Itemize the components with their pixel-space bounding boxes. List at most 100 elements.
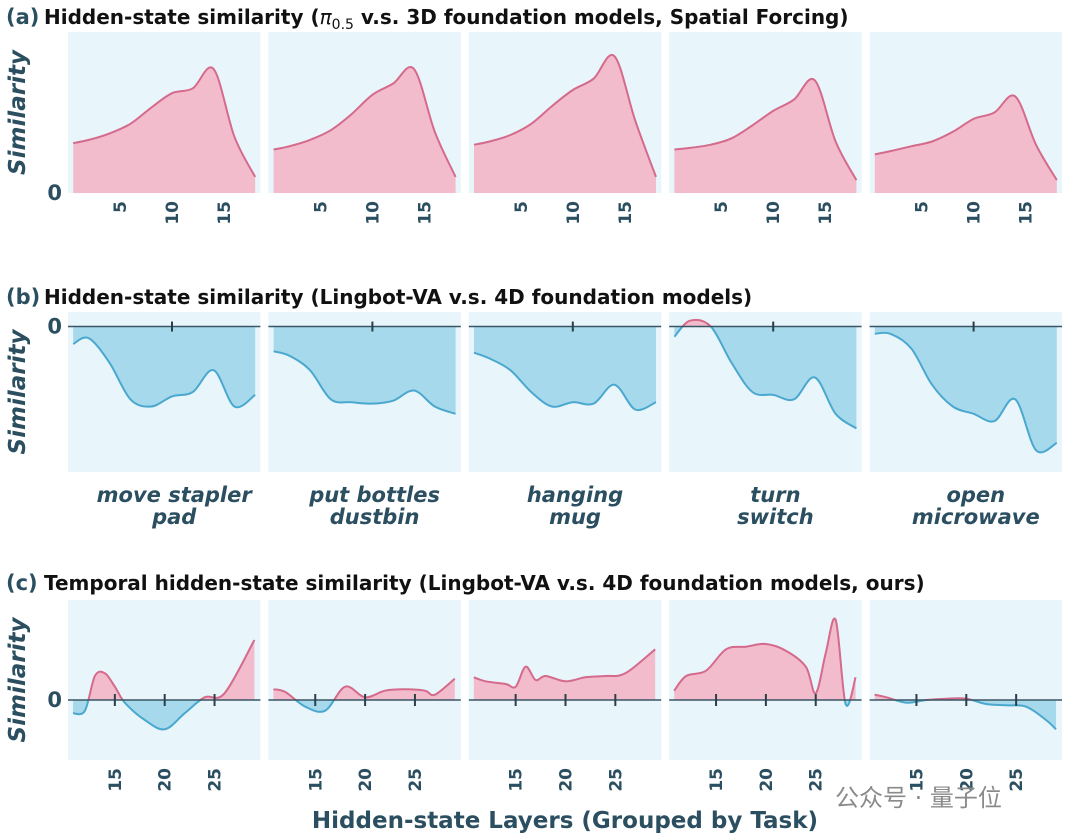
x-tick-label: 10 [965, 201, 985, 225]
task-label-line: hanging [527, 483, 623, 507]
series-line-negative [273, 350, 456, 415]
task-label-line: switch [737, 505, 814, 529]
x-tick-label: 10 [764, 201, 784, 225]
negative-area [73, 326, 256, 408]
subplot-3 [468, 312, 662, 472]
y-tick-label: 0 [47, 688, 62, 712]
series-line-positive [674, 77, 858, 181]
x-tick-label: 15 [616, 201, 636, 225]
subplot-1: 5 10 15 [68, 32, 261, 225]
negative-area [874, 326, 1057, 453]
subplot-background [869, 600, 1062, 760]
task-label-line: mug [549, 505, 601, 529]
x-tick-label: 15 [415, 201, 435, 225]
panel-label: (a) [6, 5, 39, 29]
x-tick-label: 15 [507, 768, 527, 792]
watermark: 公众号 · 量子位 [835, 784, 1002, 812]
positive-area [874, 95, 1057, 193]
positive-area [674, 78, 857, 193]
y-tick-label: 0 [47, 181, 62, 205]
x-tick-label: 5 [913, 201, 933, 213]
x-tick-label: 25 [1007, 768, 1027, 792]
task-label-line: turn [750, 483, 800, 507]
panel-label: (c) [6, 571, 38, 595]
panel-title: Hidden-state similarity (Lingbot-VA v.s.… [44, 285, 752, 309]
subplot-1: 15 20 25 [68, 600, 261, 792]
positive-area [273, 678, 455, 700]
panel-title: Hidden-state similarity (π0.5 v.s. 3D fo… [44, 5, 849, 33]
series-line-positive [273, 66, 457, 178]
x-tick-label: 20 [556, 768, 576, 792]
series-line-negative [294, 700, 336, 713]
negative-area [674, 326, 857, 429]
subplot-5: 15 20 25 [869, 600, 1062, 792]
x-tick-label: 25 [807, 768, 827, 792]
task-label-line: open [946, 483, 1005, 507]
positive-area [473, 649, 656, 700]
x-axis-label: Hidden-state Layers (Grouped by Task) [312, 808, 818, 834]
negative-area [474, 326, 656, 411]
series-line-positive [473, 53, 657, 178]
subplot-4: 15 20 25 [669, 600, 862, 792]
task-label-line: microwave [912, 505, 1040, 529]
y-axis-label: Similarity [5, 49, 31, 175]
panel-c: (c) Temporal hidden-state similarity (Lin… [5, 571, 1062, 792]
task-label-line: dustbin [330, 505, 420, 529]
series-line-positive [73, 66, 257, 178]
x-tick-label: 25 [606, 768, 626, 792]
series-line-negative [473, 351, 657, 412]
series-line-positive [673, 617, 857, 700]
x-tick-label: 10 [564, 201, 584, 225]
subplot-2 [268, 312, 461, 472]
task-label-line: put bottles [308, 483, 440, 507]
x-tick-label: 15 [306, 768, 326, 792]
series-line-negative [72, 700, 203, 731]
x-tick-label: 25 [406, 768, 426, 792]
subplot-background [268, 600, 461, 760]
x-tick-label: 15 [1017, 201, 1037, 225]
subplot-4 [669, 312, 862, 472]
subplot-3: 5 10 15 [468, 32, 662, 225]
subplot-2: 5 10 15 [268, 32, 461, 225]
negative-area [273, 326, 456, 414]
x-tick-label: 5 [512, 201, 532, 213]
y-tick-label: 0 [47, 315, 62, 339]
y-axis-label: Similarity [5, 329, 31, 455]
negative-area [273, 700, 455, 712]
x-tick-label: 20 [757, 768, 777, 792]
positive-area [73, 640, 255, 700]
x-tick-label: 20 [156, 768, 176, 792]
series-line-positive [87, 639, 256, 700]
series-line-negative [673, 326, 857, 430]
subplot-3: 15 20 25 [468, 600, 662, 792]
x-tick-label: 15 [106, 768, 126, 792]
subplot-1 [68, 312, 261, 472]
panel-label: (b) [6, 285, 40, 309]
task-label-line: pad [151, 505, 197, 529]
x-tick-label: 20 [957, 768, 977, 792]
x-tick-label: 5 [111, 201, 131, 213]
negative-area [874, 700, 1056, 730]
series-line-negative [72, 336, 256, 409]
x-tick-label: 10 [163, 201, 183, 225]
x-tick-label: 15 [907, 768, 927, 792]
series-line-positive [874, 94, 1058, 181]
negative-area [73, 700, 255, 730]
subplot-2: 15 20 25 [268, 600, 461, 792]
y-axis-label: Similarity [5, 617, 31, 743]
series-line-negative [874, 331, 1058, 454]
subplot-5 [869, 312, 1062, 472]
x-tick-label: 5 [311, 201, 331, 213]
subplot-5: 5 10 15 [869, 32, 1062, 225]
x-tick-label: 5 [712, 201, 732, 213]
positive-area [73, 67, 256, 193]
x-tick-label: 15 [816, 201, 836, 225]
subplot-4: 5 10 15 [669, 32, 862, 225]
panel-a: (a) Hidden-state similarity (π0.5 v.s. 3D… [5, 5, 1062, 225]
x-tick-label: 15 [707, 768, 727, 792]
series-line-negative [891, 700, 1057, 731]
x-tick-label: 25 [206, 768, 226, 792]
series-line-positive [473, 648, 656, 689]
